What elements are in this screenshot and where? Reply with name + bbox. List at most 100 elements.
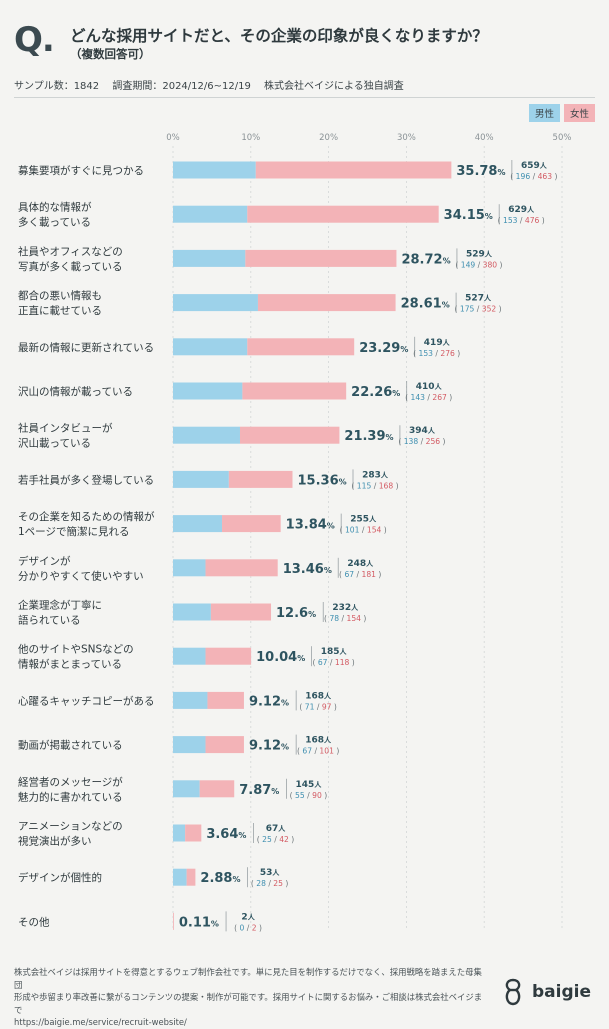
bar-male	[173, 603, 211, 621]
bar-female	[185, 824, 202, 842]
paren-close: )	[447, 393, 452, 402]
category-label-line: その企業を知るための情報が	[18, 510, 155, 523]
percent-unit: %	[327, 522, 335, 531]
category-label: 経営者のメッセージが魅力的に書かれている	[18, 775, 123, 803]
bar-female	[222, 515, 281, 533]
total-count: 419人	[424, 338, 451, 348]
slash: /	[474, 305, 481, 314]
baigie-logo-icon	[505, 978, 521, 1006]
male-count: 153	[503, 216, 518, 225]
paren-open: (	[312, 658, 317, 667]
people-unit: 人	[428, 426, 436, 435]
bar-female	[186, 868, 196, 886]
paren-close: )	[455, 349, 460, 358]
bar-female	[210, 603, 272, 621]
page-subtitle: （複数回答可）	[70, 47, 151, 61]
slash: /	[418, 437, 425, 446]
category-label: 社員インタビューが沢山載っている	[18, 422, 113, 450]
value-label: 12.6%	[276, 606, 316, 621]
category-label-line: 若手社員が多く登場している	[18, 473, 154, 486]
category-label: 沢山の情報が載っている	[18, 385, 133, 398]
slash: /	[244, 923, 251, 932]
paren-open: (	[498, 216, 503, 225]
category-label-line: アニメーションなどの	[18, 821, 123, 833]
category-label-line: 最新の情報に更新されている	[18, 341, 154, 354]
female-count: 181	[362, 570, 377, 579]
slash: /	[272, 835, 279, 844]
slash: /	[266, 879, 273, 888]
x-tick-label: 10%	[241, 133, 260, 143]
female-count: 2	[252, 923, 257, 932]
percent-value: 22.26	[351, 385, 392, 400]
total-count: 527人	[465, 294, 492, 304]
gender-breakdown: ( 153 / 476 )	[498, 216, 545, 225]
paren-close: )	[496, 305, 501, 314]
male-count: 67	[302, 747, 312, 756]
category-label-line: 多く載っている	[18, 216, 91, 229]
x-tick-label: 40%	[475, 133, 494, 143]
bar-female	[205, 647, 252, 665]
female-count: 101	[319, 747, 334, 756]
people-unit: 人	[485, 249, 493, 258]
category-label: 最新の情報に更新されている	[18, 341, 154, 354]
male-count: 55	[295, 791, 305, 800]
paren-open: (	[398, 437, 403, 446]
category-label-line: 社員インタビューが	[18, 422, 113, 435]
total-count: 283人	[362, 470, 389, 480]
percent-value: 28.61	[401, 297, 442, 312]
female-count: 118	[335, 658, 350, 667]
percent-unit: %	[392, 389, 400, 398]
bar-male	[173, 736, 206, 754]
category-label-line: 魅力的に書かれている	[18, 790, 123, 803]
x-tick-label: 20%	[319, 133, 338, 143]
paren-open: (	[299, 702, 304, 711]
total-count-value: 168	[305, 736, 324, 746]
total-count: 659人	[521, 161, 548, 171]
total-count: 255人	[350, 515, 377, 525]
bar-male	[173, 691, 208, 709]
paren-close: )	[393, 481, 398, 490]
category-label: デザインが分かりやすくて使いやすい	[18, 554, 144, 582]
bar-male	[173, 470, 229, 488]
gender-breakdown: ( 101 / 154 )	[340, 526, 387, 535]
bar-chart: 0% 10% 20% 30% 40% 50%募集要項がすぐに見つかる 35.78%659人(…	[18, 133, 571, 932]
total-count: 53人	[260, 868, 281, 878]
paren-close: )	[361, 614, 366, 623]
slash: /	[328, 658, 335, 667]
percent-unit: %	[485, 212, 493, 221]
bar-male	[173, 868, 187, 886]
category-label-line: 写真が多く載っている	[18, 260, 122, 273]
gender-breakdown: ( 71 / 97 )	[299, 702, 337, 711]
x-tick-label: 30%	[397, 133, 416, 143]
value-label: 28.61%	[401, 297, 450, 312]
survey-period: 調査期間：2024/12/6~12/19	[112, 81, 251, 92]
page-title: どんな採用サイトだと、その企業の印象が良くなりますか？	[70, 27, 488, 45]
female-count: 90	[312, 791, 322, 800]
percent-unit: %	[497, 168, 505, 177]
total-count-value: 419	[424, 338, 443, 348]
people-unit: 人	[435, 382, 443, 391]
sample-size: サンプル数：1842	[14, 81, 100, 92]
bar-male	[173, 559, 206, 577]
paren-close: )	[552, 172, 557, 181]
male-count: 153	[419, 349, 434, 358]
category-label-line: 情報がまとまっている	[18, 658, 122, 671]
percent-unit: %	[308, 610, 316, 619]
percent-value: 7.87	[239, 783, 271, 798]
paren-close: )	[332, 702, 337, 711]
percent-value: 28.72	[401, 252, 442, 267]
total-count-value: 2	[241, 912, 247, 922]
bar-male	[173, 294, 258, 312]
gender-breakdown: ( 67 / 118 )	[312, 658, 354, 667]
percent-value: 21.39	[344, 429, 385, 444]
gender-breakdown: ( 175 / 352 )	[454, 305, 501, 314]
female-count: 42	[279, 835, 289, 844]
gender-breakdown: ( 149 / 380 )	[455, 260, 502, 269]
percent-unit: %	[324, 566, 332, 575]
category-label-line: 都合の悪い情報も	[18, 289, 102, 302]
paren-open: (	[510, 172, 515, 181]
category-label: 企業理念が丁寧に語られている	[18, 599, 102, 627]
people-unit: 人	[366, 559, 374, 568]
question-mark: Q.	[14, 20, 55, 60]
female-count: 154	[347, 614, 362, 623]
